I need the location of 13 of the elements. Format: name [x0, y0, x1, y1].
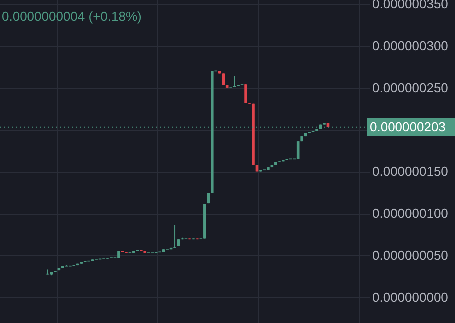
y-tick-label: 0.000000350	[372, 0, 448, 12]
candlestick	[174, 224, 176, 248]
y-tick-label: 0.000000000	[372, 290, 448, 305]
ref-line-label: 0.000000203	[370, 119, 446, 134]
y-tick-label: 0.000000050	[372, 248, 448, 263]
candlestick	[46, 269, 50, 276]
y-tick-label: 0.000000150	[372, 164, 448, 180]
y-tick-label: 0.000000250	[372, 80, 448, 96]
candlestick	[222, 73, 226, 86]
y-tick-label: 0.000000300	[372, 38, 448, 54]
annotation: 0.0000000004 (+0.18%)	[2, 9, 142, 24]
candlestick	[244, 84, 248, 104]
y-tick-label: 0.000000100	[372, 206, 448, 222]
